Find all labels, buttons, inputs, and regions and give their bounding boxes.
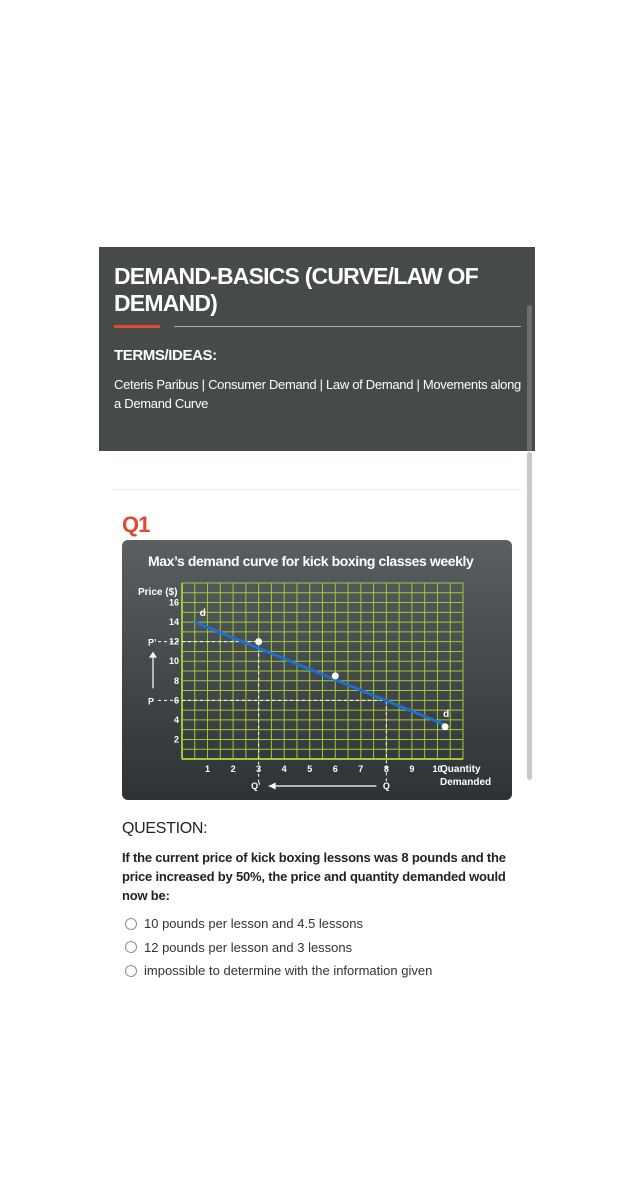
answer-option-1[interactable]: 10 pounds per lesson and 4.5 lessons (125, 912, 505, 936)
page-title: DEMAND-BASICS (CURVE/LAW OF DEMAND) (114, 263, 479, 316)
question-heading: QUESTION: (122, 820, 208, 837)
curve-label-start: d (200, 608, 206, 619)
y-tick-label: 16 (169, 598, 179, 608)
scrollbar-thumb-upper[interactable] (527, 305, 532, 451)
radio-button[interactable] (125, 917, 137, 930)
y-tick-label: 10 (169, 656, 179, 666)
terms-list: Ceteris Paribus | Consumer Demand | Law … (114, 377, 521, 411)
question-text: If the current price of kick boxing less… (122, 850, 506, 903)
x-tick-label: 5 (307, 764, 312, 774)
q-prime-label: Q’ (251, 781, 261, 791)
reference-price-label: P (148, 696, 154, 706)
price-change-arrowhead (149, 651, 157, 658)
y-tick-label: 6 (174, 695, 179, 705)
x-tick-label: 2 (231, 764, 236, 774)
x-tick-label: 7 (358, 764, 363, 774)
x-tick-label: 9 (409, 764, 414, 774)
chart-title: Max’s demand curve for kick boxing class… (148, 553, 474, 569)
x-axis-label-line2: Demanded (440, 777, 491, 788)
scrollbar-thumb[interactable] (527, 452, 532, 780)
demand-chart: Max’s demand curve for kick boxing class… (122, 540, 512, 800)
data-point (255, 638, 263, 646)
question-number: Q1 (122, 512, 150, 537)
radio-button[interactable] (125, 941, 137, 954)
reference-price-label: P’ (148, 638, 157, 648)
quantity-change-arrowhead (268, 782, 276, 790)
q-label: Q (383, 781, 390, 791)
title-accent-bar (114, 325, 160, 328)
x-tick-label: 3 (256, 764, 261, 774)
question-card: DEMAND-BASICS (CURVE/LAW OF DEMAND) TERM… (99, 247, 535, 1027)
answer-option-label: impossible to determine with the informa… (144, 963, 433, 979)
y-axis-label: Price ($) (138, 587, 177, 598)
terms-heading: TERMS/IDEAS: (114, 347, 217, 364)
y-tick-label: 8 (174, 676, 179, 686)
x-tick-label: 1 (205, 764, 210, 774)
data-point (331, 672, 339, 680)
x-tick-label: 10 (432, 764, 442, 774)
demand-curve-line (194, 620, 446, 727)
answer-option-3[interactable]: impossible to determine with the informa… (125, 959, 505, 983)
section-divider (112, 489, 522, 490)
x-tick-label: 8 (384, 764, 389, 774)
answer-option-2[interactable]: 12 pounds per lesson and 3 lessons (125, 936, 505, 960)
topic-header: DEMAND-BASICS (CURVE/LAW OF DEMAND) TERM… (99, 247, 535, 451)
title-divider (174, 326, 521, 327)
curve-label-end: d (443, 709, 449, 720)
y-tick-label: 2 (174, 734, 179, 744)
data-point (441, 723, 449, 731)
y-tick-label: 14 (169, 617, 179, 627)
x-tick-label: 6 (333, 764, 338, 774)
x-axis-label-line1: Quantity (440, 764, 481, 775)
x-tick-label: 4 (282, 764, 287, 774)
answer-options: 10 pounds per lesson and 4.5 lessons 12 … (125, 912, 505, 983)
answer-option-label: 12 pounds per lesson and 3 lessons (144, 939, 353, 955)
radio-button[interactable] (125, 964, 137, 977)
answer-option-label: 10 pounds per lesson and 4.5 lessons (144, 916, 363, 932)
y-tick-label: 12 (169, 637, 179, 647)
chart-svg: Max’s demand curve for kick boxing class… (138, 553, 491, 791)
y-tick-label: 4 (174, 715, 179, 725)
